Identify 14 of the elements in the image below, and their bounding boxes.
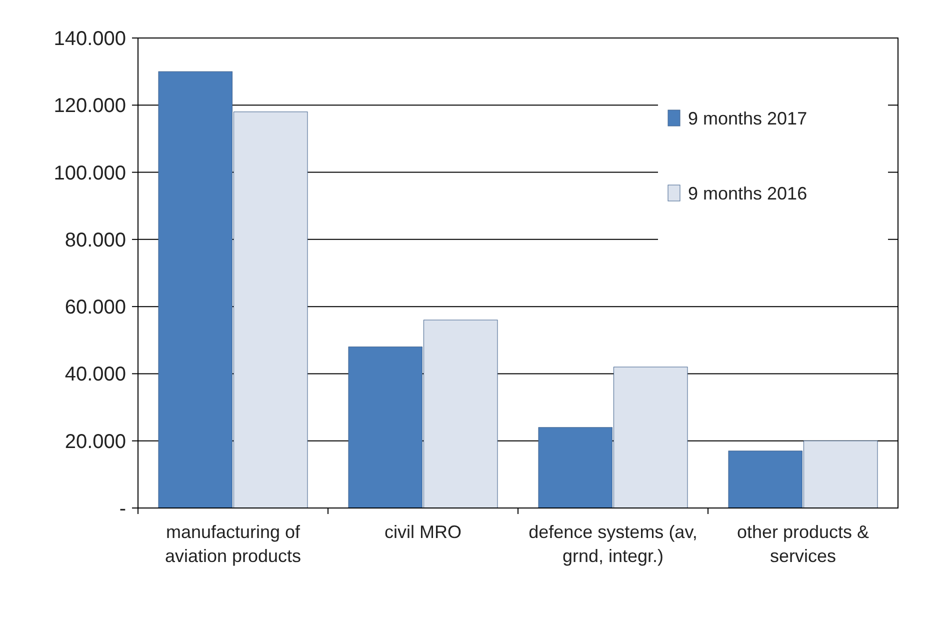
y-tick-label: 60.000 xyxy=(64,296,126,319)
x-tick-label: manufacturing of aviation products xyxy=(164,522,302,566)
y-tick-label: 40.000 xyxy=(64,364,126,386)
x-tick-label: civil MRO xyxy=(384,522,462,542)
legend-label: 9 months 2017 xyxy=(688,108,808,128)
legend-label: 9 months 2016 xyxy=(688,183,808,204)
y-tick-label: 100.000 xyxy=(54,162,126,184)
x-tick-label: other products & services xyxy=(736,522,870,566)
y-tick-label: 80.000 xyxy=(64,229,126,252)
x-tick-label: defence systems (av, grnd, integr.) xyxy=(528,522,698,566)
y-tick-label: 120.000 xyxy=(54,95,126,118)
y-tick-label: 20.000 xyxy=(64,430,126,453)
y-tick-label: 140.000 xyxy=(54,28,126,50)
y-tick-label: - xyxy=(119,498,126,520)
